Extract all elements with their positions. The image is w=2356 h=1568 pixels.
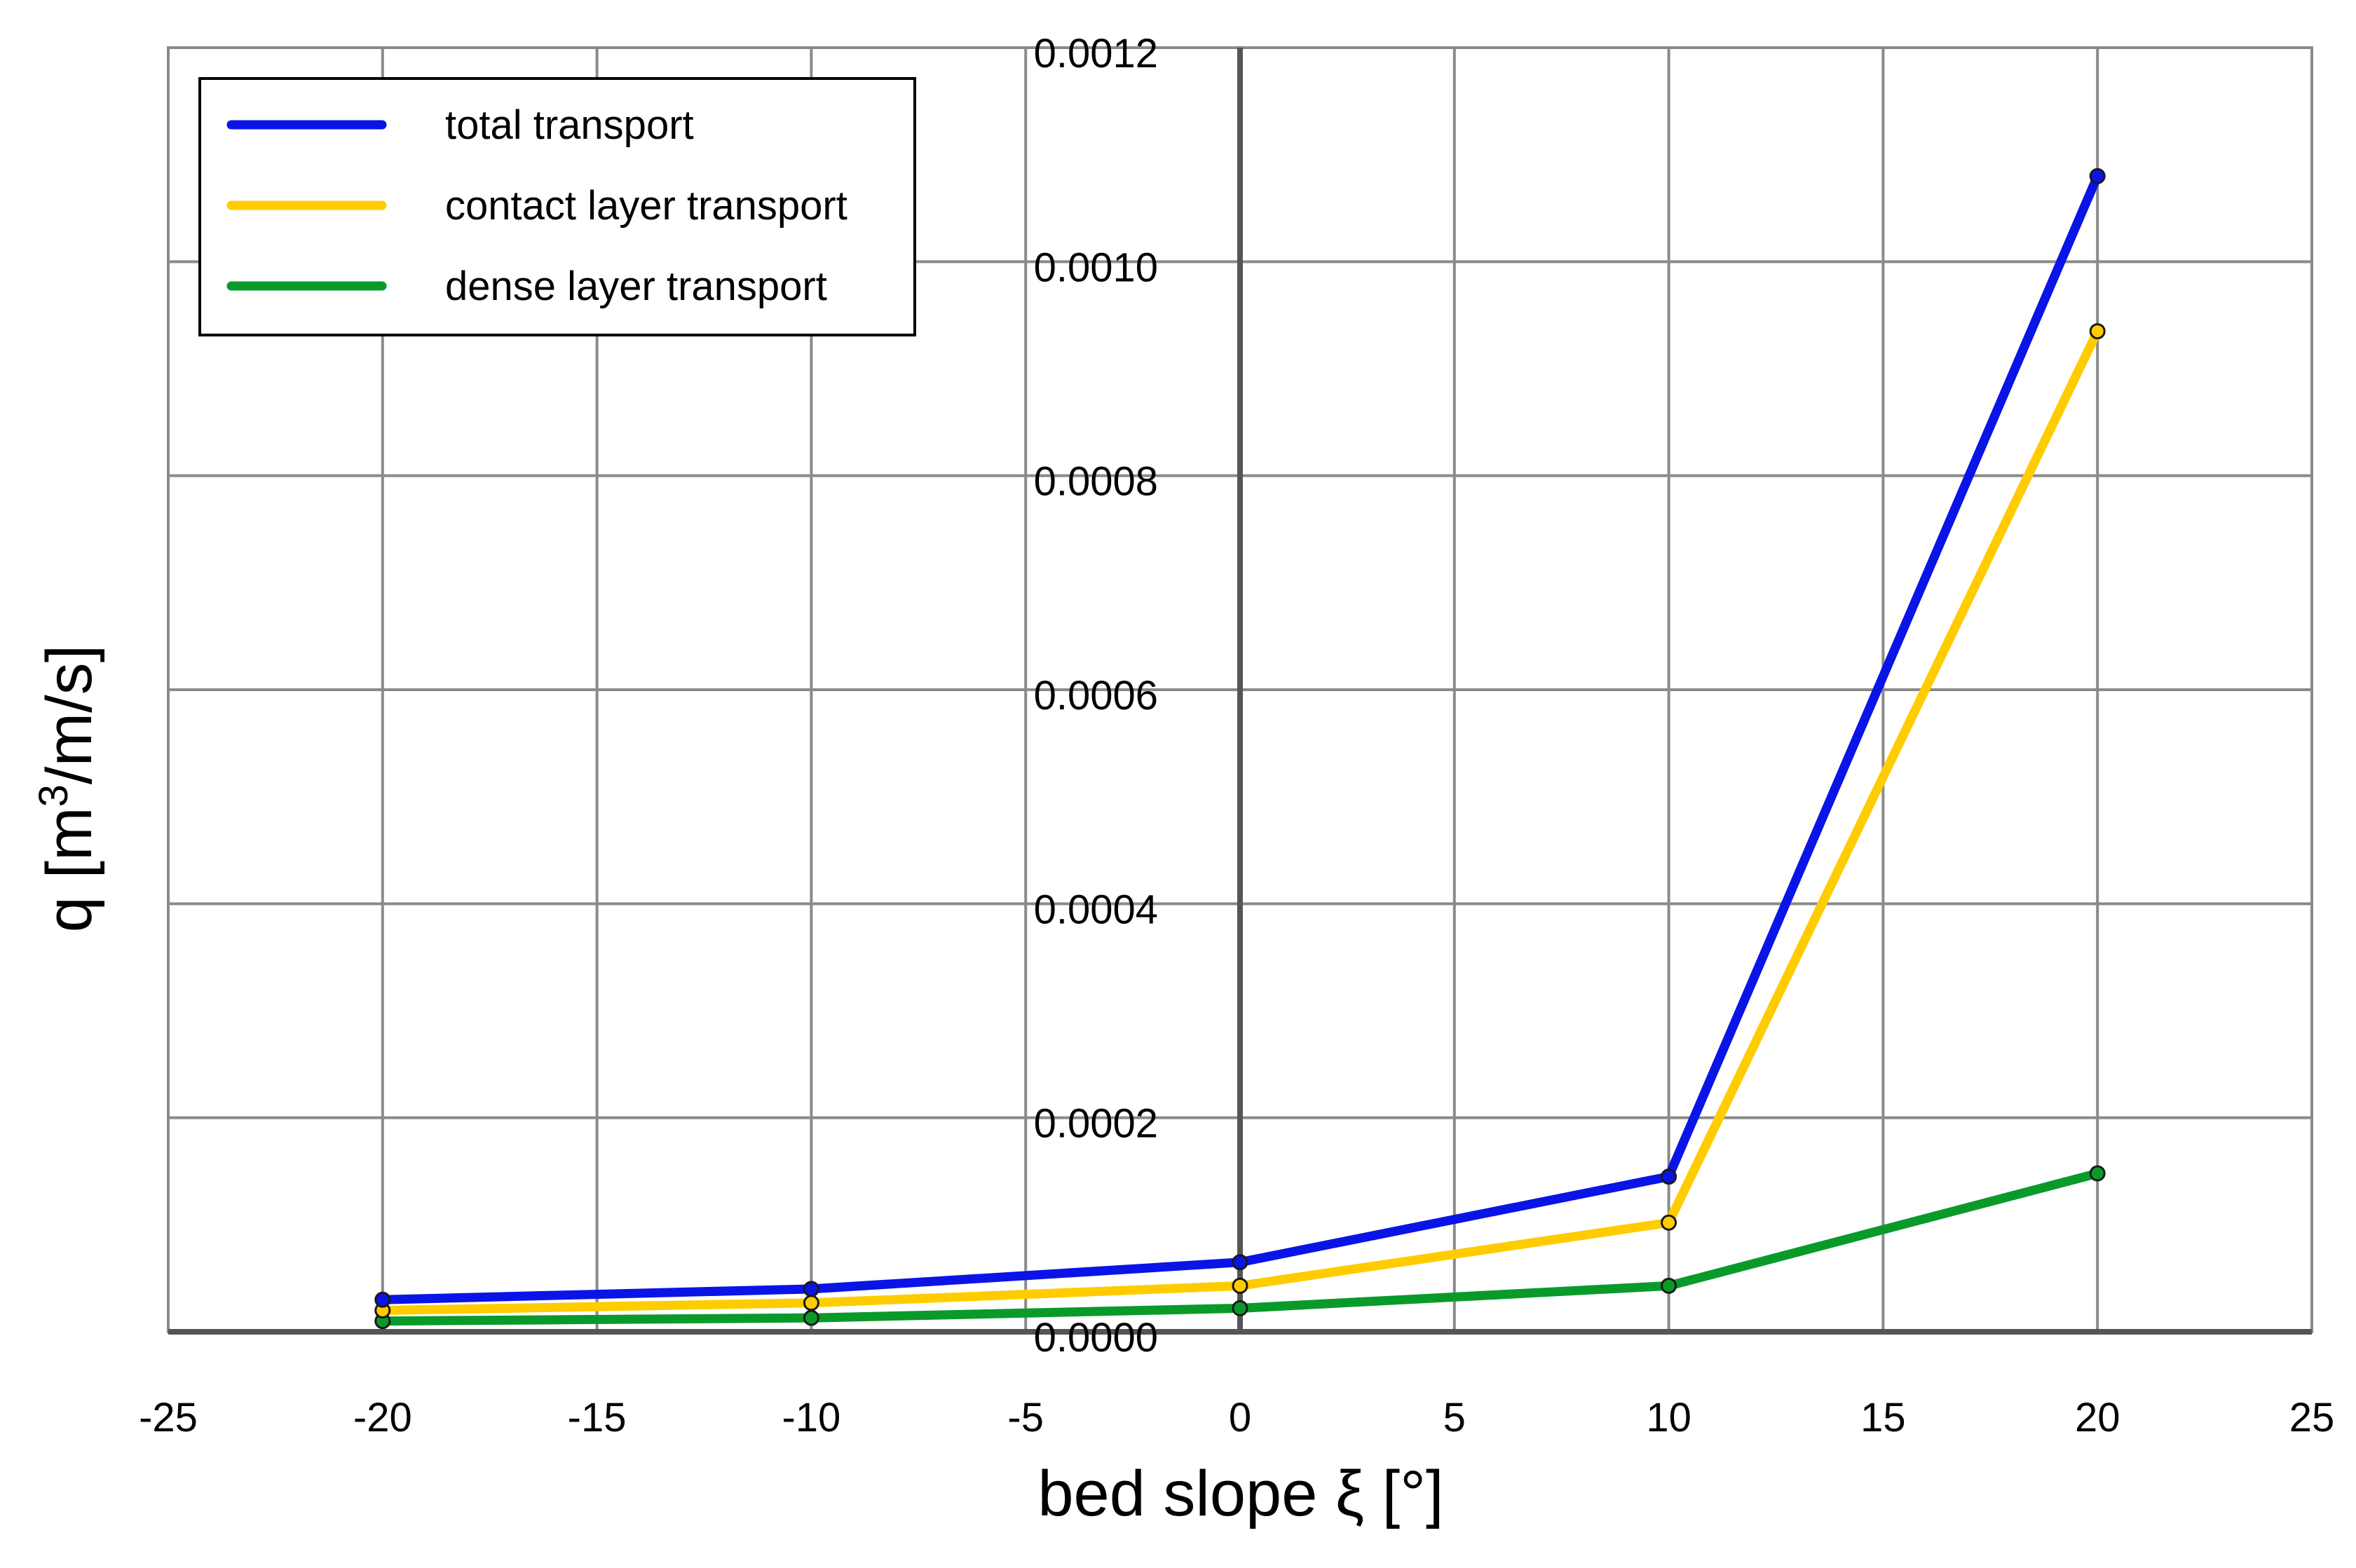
y-tick-label: 0.0010 [1034,245,1158,290]
data-point [374,1291,391,1308]
y-axis-title-suffix: /m/s] [34,645,105,784]
y-tick-label: 0.0002 [1034,1101,1158,1147]
y-axis-title-superscript: 3 [31,784,76,807]
y-axis-title: q [m3/m/s] [31,645,105,933]
data-point [1232,1277,1248,1294]
data-point [803,1295,819,1311]
y-tick-label: 0.0004 [1034,887,1158,932]
x-tick-label: -25 [139,1395,198,1440]
data-point [2089,323,2106,340]
data-point [2089,168,2106,184]
data-point [1661,1168,1677,1185]
y-tick-label: 0.0000 [1034,1315,1158,1361]
data-point [1661,1214,1677,1231]
x-tick-label: 15 [1860,1395,1906,1440]
x-tick-label: -10 [782,1395,840,1440]
x-tick-label: 0 [1229,1395,1251,1440]
y-tick-label: 0.0006 [1034,673,1158,718]
x-tick-label: 25 [2289,1395,2335,1440]
data-point [2089,1165,2106,1182]
x-tick-label: 5 [1443,1395,1466,1440]
legend-label: dense layer transport [445,264,827,309]
legend: total transport contact layer transport de… [198,77,916,336]
y-axis-title-prefix: q [m [34,807,105,932]
data-point [1232,1300,1248,1316]
x-tick-label: -15 [568,1395,627,1440]
x-axis-title: bed slope ξ [°] [1037,1458,1443,1529]
legend-label: total transport [445,102,694,148]
axes [167,46,2313,1335]
y-tick-label: 0.0008 [1034,459,1158,505]
x-tick-label: -20 [353,1395,412,1440]
data-point [803,1309,819,1326]
x-tick-label: -5 [1007,1395,1044,1440]
y-tick-label: 0.0012 [1034,31,1158,76]
data-point [803,1281,819,1297]
x-tick-label: 20 [2075,1395,2120,1440]
y-tick-labels: 0.0000 0.0002 0.0004 0.0006 0.0008 0.0010 0.00… [1034,31,1158,1361]
data-point [1232,1254,1248,1271]
x-tick-label: 10 [1646,1395,1691,1440]
legend-label: contact layer transport [445,183,847,229]
x-tick-labels: -25 -20 -15 -10 -5 0 5 10 15 20 25 [139,1395,2334,1440]
data-point [1661,1277,1677,1294]
series-points [374,168,2106,1330]
